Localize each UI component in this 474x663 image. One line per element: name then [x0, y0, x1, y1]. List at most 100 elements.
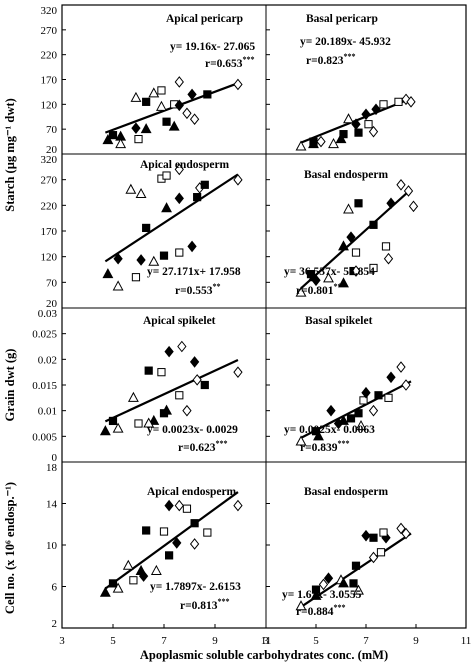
- data-point-square-open: [359, 396, 368, 405]
- data-point-diamond-filled: [189, 356, 200, 368]
- data-point-diamond-open: [316, 135, 326, 148]
- data-point-diamond-filled: [138, 570, 149, 582]
- data-point-square-filled: [339, 130, 348, 139]
- x-tick-label: 3: [59, 635, 65, 647]
- data-point-triangle-open: [125, 183, 137, 194]
- data-point-triangle-open: [148, 87, 160, 98]
- data-point-triangle-open: [112, 582, 124, 593]
- data-point-square-filled: [309, 137, 318, 146]
- data-point-triangle-open: [343, 113, 354, 124]
- data-point-square-filled: [311, 427, 321, 436]
- data-point-square-filled: [108, 579, 118, 588]
- data-point-triangle-filled: [338, 577, 349, 588]
- y-tick-label: 2: [52, 618, 58, 630]
- y-tick-label: 170: [41, 75, 58, 87]
- y-tick-label: 220: [41, 50, 58, 62]
- data-point-diamond-open: [368, 551, 379, 564]
- correlation-label: r=0.884***: [296, 603, 346, 618]
- y-tick-label: 170: [41, 226, 58, 238]
- data-point-square-filled: [108, 416, 118, 426]
- y-tick-label: 120: [41, 252, 58, 264]
- correlation-label: r=0.839***: [300, 439, 350, 454]
- regression-equation: y= 19.16x- 27.065: [170, 41, 255, 53]
- data-point-square-open: [157, 86, 166, 95]
- y-tick-label: 70: [46, 124, 58, 136]
- data-point-square-open: [384, 393, 393, 402]
- regression-line: [300, 532, 412, 608]
- regression-equation: y= 0.0023x- 0.0029: [147, 424, 238, 436]
- significance-stars: **: [213, 282, 221, 291]
- data-point-square-filled: [159, 251, 169, 260]
- data-point-diamond-filled: [361, 108, 371, 121]
- data-point-square-open: [379, 100, 388, 109]
- data-point-square-filled: [200, 380, 209, 390]
- data-point-triangle-open: [130, 91, 142, 102]
- correlation-label: r=0.653***: [205, 55, 255, 70]
- data-point-triangle-open: [148, 255, 160, 266]
- data-point-diamond-open: [233, 78, 243, 91]
- data-point-triangle-open: [295, 600, 307, 611]
- significance-stars: ***: [334, 603, 346, 612]
- data-point-square-filled: [369, 220, 378, 229]
- data-point-diamond-open: [368, 404, 379, 417]
- data-point-triangle-filled: [148, 414, 160, 425]
- correlation-label: r=0.801***: [296, 282, 346, 297]
- data-point-triangle-filled: [313, 430, 324, 441]
- data-point-diamond-open: [233, 174, 243, 186]
- chart-labels: 2070120170220270320207012017022027032000…: [3, 5, 471, 662]
- data-point-square-filled: [193, 193, 202, 202]
- regression-equation: y= 0.0025x- 0.0063: [284, 424, 375, 436]
- y-tick-label: 10: [46, 540, 58, 552]
- significance-stars: ***: [216, 439, 228, 448]
- x-axis-label: Apoplasmic soluble carbohydrates conc. (…: [140, 648, 388, 662]
- y-tick-label: 0.025: [32, 329, 57, 341]
- data-point-diamond-filled: [361, 529, 371, 542]
- data-point-square-filled: [200, 180, 209, 189]
- panel-title: Apical endosperm: [140, 159, 230, 171]
- data-point-square-open: [351, 248, 361, 257]
- significance-stars: ***: [218, 597, 230, 606]
- data-point-diamond-filled: [386, 371, 396, 384]
- x-tick-label: 7: [161, 635, 167, 647]
- data-point-diamond-open: [233, 499, 243, 512]
- x-tick-label: 9: [413, 635, 419, 647]
- data-point-triangle-open: [355, 420, 367, 431]
- panel-title: Apical pericarp: [166, 13, 243, 25]
- data-point-triangle-filled: [338, 277, 349, 288]
- data-point-triangle-open: [295, 435, 307, 446]
- data-point-square-filled: [142, 223, 151, 233]
- data-point-triangle-open: [122, 559, 134, 570]
- x-tick-label: 3: [263, 635, 269, 647]
- data-point-triangle-filled: [335, 133, 347, 144]
- data-point-diamond-open: [174, 163, 184, 176]
- data-point-diamond-open: [174, 499, 184, 512]
- panel-title: Basal pericarp: [306, 13, 378, 25]
- regression-equation: y= 27.171x+ 17.958: [147, 266, 241, 278]
- data-point-square-filled: [162, 117, 171, 126]
- data-point-triangle-open: [112, 422, 124, 433]
- x-tick-label: 11: [461, 635, 472, 647]
- data-point-square-open: [175, 391, 184, 400]
- data-point-square-filled: [165, 551, 174, 560]
- data-point-triangle-filled: [338, 414, 349, 425]
- data-point-triangle-filled: [168, 120, 180, 131]
- data-point-diamond-filled: [164, 499, 174, 512]
- data-point-triangle-filled: [99, 586, 111, 597]
- data-point-square-filled: [311, 585, 321, 594]
- x-tick-label: 5: [110, 635, 116, 647]
- data-point-square-open: [175, 248, 184, 257]
- data-point-square-filled: [349, 579, 358, 588]
- y-axis-label: Cell no. (x 10⁶ endosp.⁻¹): [3, 482, 17, 614]
- data-point-diamond-filled: [187, 240, 197, 253]
- significance-stars: ***: [243, 55, 255, 64]
- y-tick-label: 120: [41, 99, 58, 111]
- data-point-diamond-filled: [346, 231, 356, 243]
- data-point-triangle-open: [112, 280, 124, 291]
- data-point-square-open: [131, 273, 141, 282]
- data-point-square-open: [379, 528, 388, 537]
- data-point-diamond-open: [401, 379, 411, 391]
- data-point-triangle-open: [115, 138, 127, 149]
- data-point-diamond-open: [396, 361, 406, 373]
- data-point-triangle-filled: [102, 268, 114, 279]
- data-point-triangle-open: [343, 203, 354, 214]
